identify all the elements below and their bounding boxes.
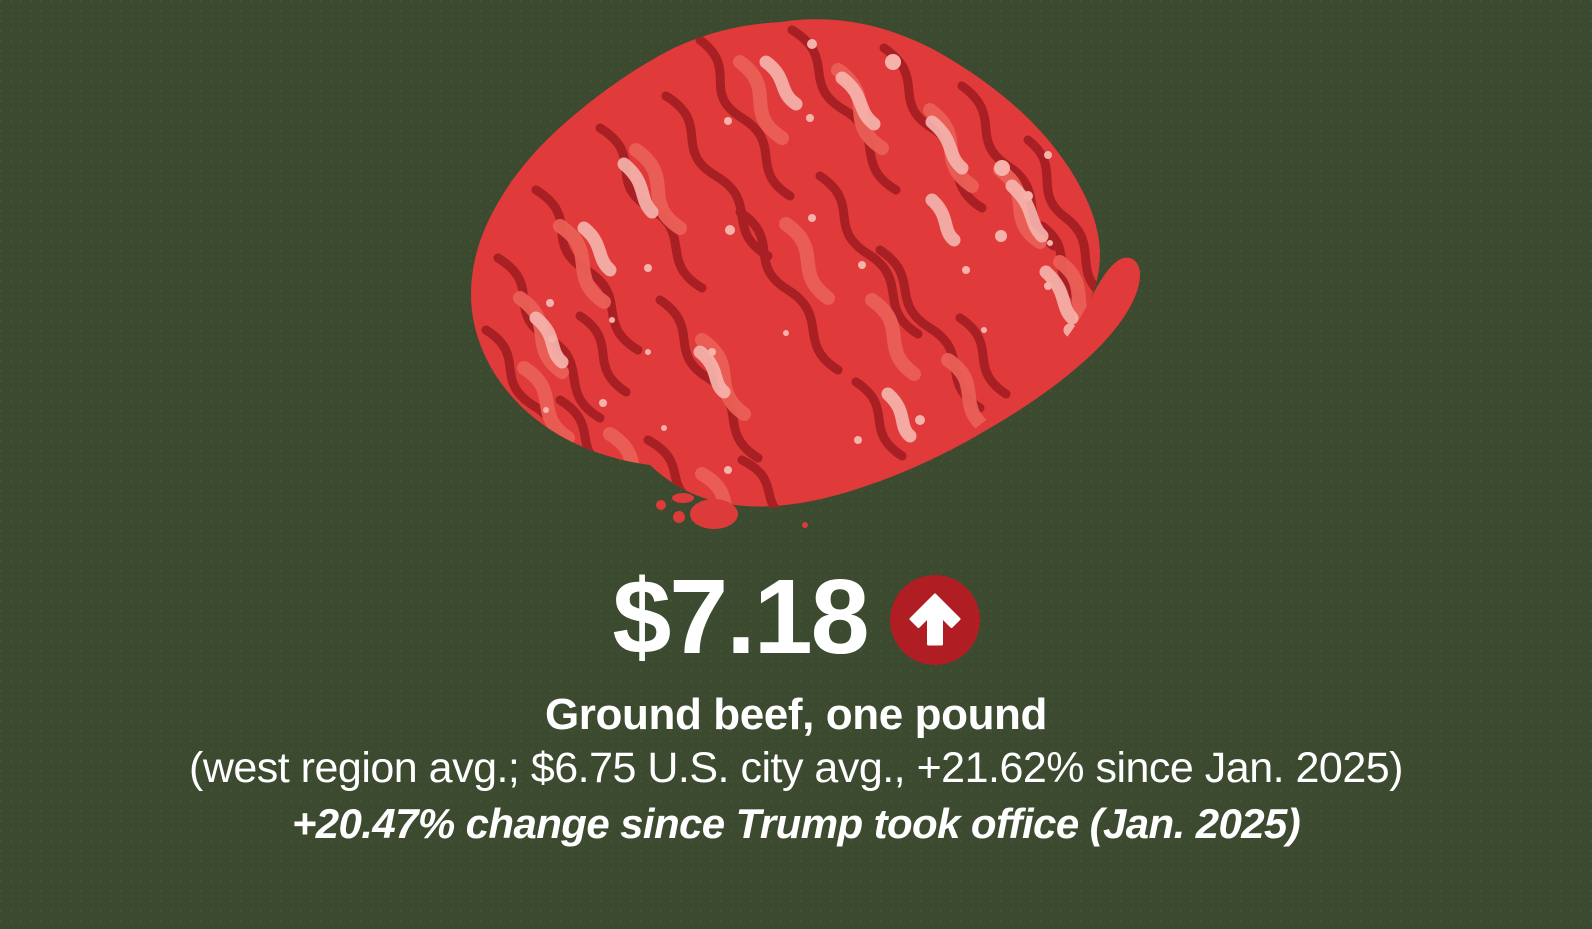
arrow-up-icon xyxy=(909,593,961,646)
ground-beef-illustration xyxy=(471,19,1141,529)
price-value: $7.18 xyxy=(612,558,869,676)
trend-up-badge xyxy=(889,575,980,665)
meat-crumbs xyxy=(656,493,808,529)
price-row: $7.18 xyxy=(0,564,1592,670)
meat-body xyxy=(471,19,1141,508)
item-detail: (west region avg.; $6.75 U.S. city avg.,… xyxy=(189,744,1404,793)
item-name: Ground beef, one pound xyxy=(544,690,1048,739)
caption-block: Ground beef, one pound (west region avg.… xyxy=(0,690,1592,849)
item-change: +20.47% change since Trump took office (… xyxy=(291,799,1301,847)
